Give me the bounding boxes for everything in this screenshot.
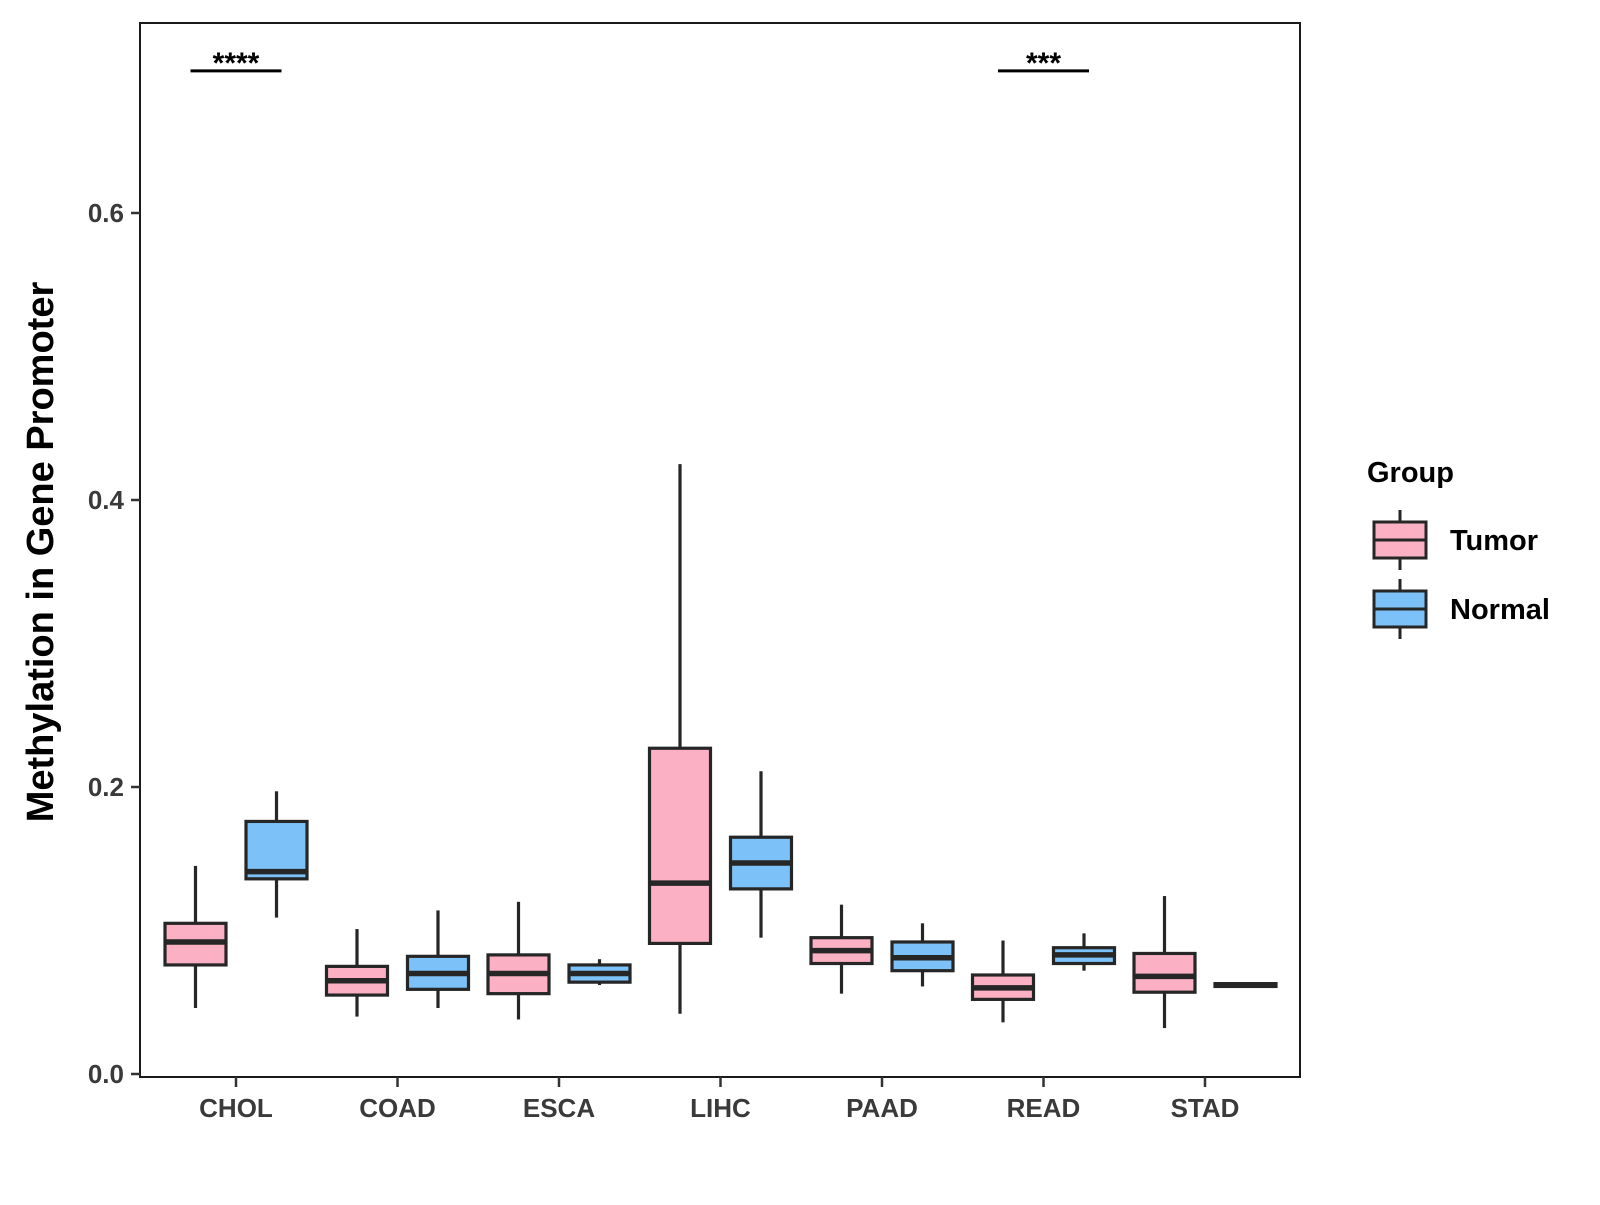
- legend-label-normal: Normal: [1450, 594, 1550, 626]
- y-tick-label: 0.6: [88, 198, 124, 228]
- x-tick-label-coad: COAD: [359, 1093, 436, 1123]
- box-normal-coad: [405, 910, 471, 1008]
- box-normal-read: [1051, 933, 1117, 971]
- x-tick-label-chol: CHOL: [199, 1093, 273, 1123]
- box-tumor-esca: [486, 901, 551, 1020]
- y-tick-label: 0.4: [88, 485, 125, 515]
- legend: Group Tumor Normal: [1367, 457, 1550, 639]
- box-normal-lihc: [728, 771, 794, 938]
- y-axis: 0.0 0.2 0.4 0.6: [88, 198, 140, 1089]
- x-tick-label-read: READ: [1007, 1093, 1081, 1123]
- box-tumor-paad: [809, 904, 874, 994]
- box-normal-esca: [567, 959, 632, 986]
- iqr-box: [1132, 951, 1197, 994]
- y-tick-label: 0.2: [88, 772, 124, 802]
- box-normal-chol: [244, 791, 309, 918]
- significance-label: ****: [213, 47, 260, 80]
- box-normal-paad: [890, 923, 955, 987]
- significance-label: ***: [1026, 47, 1061, 80]
- box-series: [163, 464, 1278, 1029]
- x-tick-label-paad: PAAD: [846, 1093, 918, 1123]
- y-axis-title: Methylation in Gene Promoter: [20, 282, 62, 823]
- plot-panel: [139, 22, 1301, 1078]
- box-tumor-chol: [163, 865, 228, 1008]
- x-tick-label-esca: ESCA: [523, 1093, 595, 1123]
- legend-title: Group: [1367, 457, 1454, 489]
- y-tick-label: 0.0: [88, 1059, 124, 1089]
- significance-chol: ****: [190, 47, 282, 80]
- legend-entry-tumor: Tumor: [1372, 510, 1538, 570]
- box-normal-stad: [1213, 981, 1278, 989]
- plot-panel-border: [139, 22, 1301, 1078]
- box-tumor-stad: [1132, 896, 1197, 1029]
- box-tumor-coad: [324, 929, 390, 1017]
- significance-annotations: **** ***: [190, 47, 1089, 80]
- significance-read: ***: [998, 47, 1089, 80]
- box-tumor-read: [970, 940, 1036, 1023]
- box-tumor-lihc: [647, 464, 713, 1014]
- legend-entry-normal: Normal: [1372, 579, 1550, 639]
- x-tick-label-lihc: LIHC: [690, 1093, 751, 1123]
- x-axis: CHOL COAD ESCA LIHC PAAD READ STAD: [199, 1077, 1239, 1123]
- x-tick-label-stad: STAD: [1171, 1093, 1240, 1123]
- legend-label-tumor: Tumor: [1450, 525, 1538, 557]
- iqr-box: [647, 746, 713, 946]
